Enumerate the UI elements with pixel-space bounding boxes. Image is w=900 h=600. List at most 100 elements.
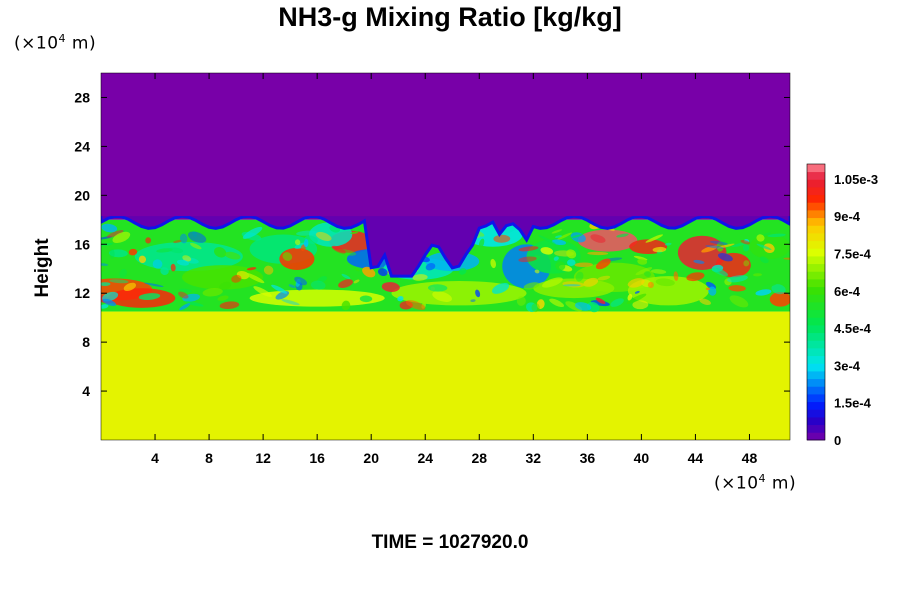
- mixing-eddy: [743, 244, 750, 252]
- mixing-eddy: [152, 259, 163, 269]
- y-unit-prefix: (×10: [14, 33, 59, 54]
- mixing-eddy: [590, 234, 606, 243]
- x-unit-suffix: m): [766, 473, 797, 494]
- mixing-eddy: [783, 257, 790, 260]
- colorbar-band: [807, 233, 825, 242]
- mixing-eddy: [397, 296, 404, 302]
- x-unit-prefix: (×10: [714, 473, 759, 494]
- mixing-eddy: [432, 291, 452, 302]
- mixing-eddy: [425, 263, 436, 271]
- colorbar-band: [807, 386, 825, 395]
- colorbar: 0 1.5e-4 3e-4 4.5e-4 6e-4 7.5e-4 9e-4 1.05e-3: [806, 163, 878, 448]
- colorbar-band: [807, 409, 825, 418]
- x-unit-exponent: 4: [758, 472, 767, 485]
- colorbar-band: [807, 279, 825, 288]
- mixing-eddy: [518, 256, 537, 263]
- mixing-eddy: [574, 302, 592, 311]
- y-unit-suffix: m): [66, 33, 97, 54]
- lower-layer-region: [101, 311, 790, 440]
- mixing-eddy: [288, 284, 296, 289]
- mixing-eddy: [101, 223, 118, 233]
- mixing-eddy: [359, 295, 373, 303]
- y-tick-label: 24: [74, 138, 90, 154]
- mixing-eddy: [705, 287, 711, 291]
- mixing-eddy: [101, 304, 109, 309]
- mixing-eddy: [182, 255, 192, 262]
- mixing-eddy: [350, 231, 359, 234]
- mixing-eddy: [184, 301, 204, 307]
- mixing-eddy: [756, 243, 772, 251]
- mixing-eddy: [727, 275, 748, 283]
- mixing-eddy: [637, 258, 648, 265]
- mixing-eddy: [635, 267, 653, 276]
- mixing-eddy: [542, 277, 563, 288]
- mixing-eddy: [128, 248, 138, 256]
- mixing-eddy: [294, 239, 301, 246]
- mixing-eddy: [173, 239, 182, 244]
- mixing-eddy: [729, 295, 749, 308]
- colorbar-band: [807, 225, 825, 234]
- mixing-eddy: [616, 233, 629, 238]
- colorbar-band: [807, 394, 825, 403]
- colorbar-tick-label: 9e-4: [834, 209, 861, 224]
- mixing-eddy: [574, 262, 593, 268]
- mixing-eddy: [168, 247, 184, 254]
- colorbar-band: [807, 340, 825, 349]
- colorbar-tick-label: 1.05e-3: [834, 172, 878, 187]
- mixing-eddy: [536, 299, 545, 309]
- x-tick-label: 16: [309, 450, 325, 466]
- mixing-eddy: [138, 255, 147, 264]
- mixing-eddy: [178, 291, 189, 299]
- colorbar-band: [807, 248, 825, 257]
- mixing-eddy: [176, 259, 190, 266]
- mixing-eddy: [523, 282, 540, 290]
- y-axis-unit: (×104 m): [14, 32, 96, 54]
- colorbar-band: [807, 187, 825, 196]
- mixing-eddy: [595, 297, 606, 304]
- mixing-eddy: [219, 281, 232, 291]
- mixing-eddy: [711, 267, 729, 277]
- y-tick-label: 4: [82, 383, 90, 399]
- mixing-eddy: [740, 239, 751, 245]
- x-tick-label: 4: [151, 450, 159, 466]
- mixing-blob: [677, 235, 727, 270]
- colorbar-band: [807, 325, 825, 334]
- x-tick-label: 20: [363, 450, 379, 466]
- mixing-eddy: [412, 274, 428, 281]
- mixing-eddy: [761, 283, 777, 289]
- x-axis-unit: (×104 m): [714, 472, 796, 494]
- mixing-eddy: [108, 249, 128, 258]
- mixing-eddy: [555, 261, 566, 271]
- colorbar-band: [807, 309, 825, 318]
- colorbar-tick-label: 7.5e-4: [834, 247, 872, 262]
- mixing-eddy: [109, 279, 129, 284]
- colorbar-band: [807, 424, 825, 433]
- mixing-eddy: [755, 289, 772, 296]
- mixing-eddy: [381, 282, 400, 292]
- mixing-eddy: [101, 282, 111, 286]
- mixing-eddy: [570, 234, 583, 239]
- y-tick-label: 16: [74, 236, 90, 252]
- colorbar-band: [807, 263, 825, 272]
- mixing-eddy: [341, 300, 351, 311]
- colorbar-tick-label: 0: [834, 433, 841, 448]
- mixing-eddy: [531, 303, 540, 313]
- mixing-eddy: [709, 240, 728, 245]
- mixing-eddy: [478, 238, 485, 249]
- mixing-eddy: [296, 230, 318, 236]
- x-tick-label: 12: [255, 450, 271, 466]
- mixing-eddy: [294, 276, 307, 286]
- mixing-eddy: [686, 272, 705, 282]
- mixing-eddy: [224, 251, 241, 260]
- colorbar-band: [807, 217, 825, 226]
- mixing-eddy: [717, 253, 733, 262]
- mixing-eddy: [534, 269, 540, 274]
- mixing-eddy: [144, 282, 164, 287]
- mixing-eddy: [586, 301, 600, 313]
- mixing-eddy: [353, 279, 360, 284]
- time-label: TIME = 1027920.0: [371, 532, 529, 553]
- mixing-eddy: [217, 295, 229, 301]
- mixing-eddy: [767, 233, 786, 238]
- mixing-eddy: [549, 298, 565, 308]
